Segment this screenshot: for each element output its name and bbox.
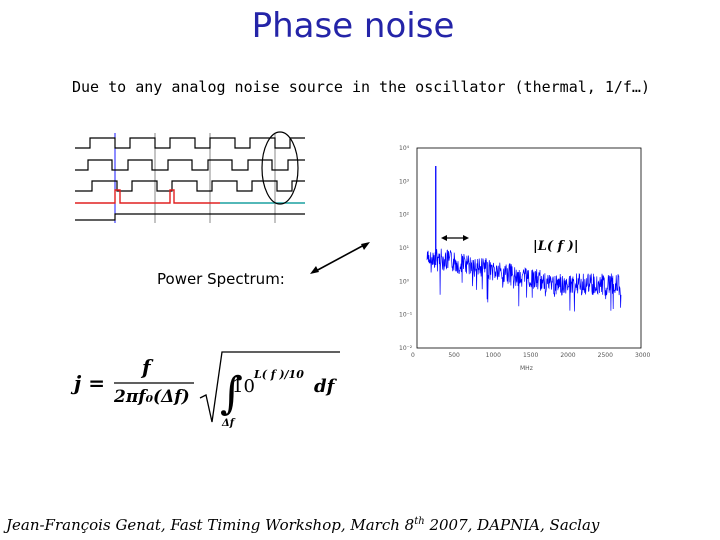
arrow-icon: [310, 242, 370, 274]
x-tick-label: 2500: [598, 352, 613, 359]
waveform-diagram: [75, 131, 305, 223]
footer-event: Fast Timing Workshop, March 8: [170, 516, 415, 534]
x-tick-label: 2000: [560, 352, 575, 359]
y-tick-label: 10²: [399, 212, 410, 219]
red-signal: [75, 189, 220, 204]
square-wave-1: [75, 137, 305, 149]
x-tick-label: 1000: [486, 352, 501, 359]
jitter-ellipse: [261, 131, 299, 205]
sqrt-sign: [199, 351, 340, 423]
formula-denominator: 2πf₀(Δf): [113, 387, 190, 407]
y-axis-ticks: 10⁴ 10³ 10² 10¹ 10⁰ 10⁻¹ 10⁻²: [399, 145, 413, 352]
slide-subtitle: Due to any analog noise source in the os…: [72, 78, 650, 96]
y-tick-label: 10⁴: [399, 145, 410, 152]
spectrum-plot: 10⁴ 10³ 10² 10¹ 10⁰ 10⁻¹ 10⁻² 0 500 1000 1500 2000…: [399, 145, 650, 372]
x-tick-label: 0: [411, 352, 415, 359]
plot-frame: [416, 147, 642, 349]
formula-exponent: L( f )/10: [253, 368, 304, 381]
y-tick-label: 10⁻¹: [399, 312, 413, 319]
formula-differential: df: [314, 376, 338, 397]
x-axis-ticks: 0 500 1000 1500 2000 2500 3000: [411, 352, 650, 359]
y-tick-label: 10⁰: [399, 278, 410, 285]
bandwidth-arrowhead: [463, 235, 469, 241]
formula-base: 10: [232, 376, 255, 397]
spectrum-label: |L( f )|: [533, 239, 579, 254]
formula-lhs: j =: [70, 371, 105, 395]
x-axis-unit: MHz: [520, 365, 533, 372]
x-tick-label: 500: [448, 352, 460, 359]
slide-title: Phase noise: [251, 6, 455, 46]
y-tick-label: 10¹: [399, 245, 410, 252]
footer-author: Jean-François Genat,: [6, 516, 166, 534]
integral-lower-limit: Δf: [221, 418, 236, 429]
x-tick-label: 3000: [635, 352, 650, 359]
square-wave-2: [75, 159, 305, 171]
baseline-signal: [75, 213, 305, 221]
power-spectrum-label: Power Spectrum:: [157, 270, 285, 288]
slide-footer: Jean-François Genat, Fast Timing Worksho…: [6, 516, 599, 534]
bandwidth-arrowhead: [441, 235, 447, 241]
integral-sign: ∫: [220, 368, 243, 419]
footer-event-suffix: 2007, DAPNIA, Saclay: [424, 516, 600, 534]
x-tick-label: 1500: [523, 352, 538, 359]
spectrum-trace: [426, 166, 622, 312]
formula-numerator: f: [140, 355, 154, 379]
jitter-formula: j = f 2πf₀(Δf) ∫ Δf 10 L( f )/10 df: [70, 351, 340, 429]
square-wave-3: [75, 180, 305, 192]
y-tick-label: 10⁻²: [399, 345, 413, 352]
footer-event-sup: th: [414, 516, 425, 527]
y-tick-label: 10³: [399, 178, 410, 185]
